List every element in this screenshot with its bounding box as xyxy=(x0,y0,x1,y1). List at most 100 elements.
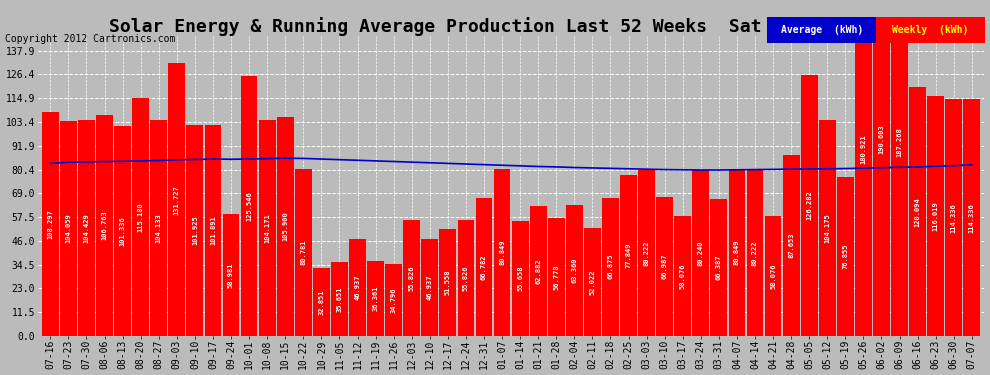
Text: 55.826: 55.826 xyxy=(409,266,415,291)
Bar xyxy=(277,117,294,336)
Text: 104.133: 104.133 xyxy=(155,213,161,243)
Bar xyxy=(855,0,872,336)
Bar xyxy=(692,170,709,336)
Text: 36.361: 36.361 xyxy=(372,285,378,311)
Bar xyxy=(674,216,691,336)
Bar xyxy=(566,205,583,336)
Bar xyxy=(547,219,564,336)
Text: 115.180: 115.180 xyxy=(138,202,144,232)
Bar xyxy=(873,0,890,336)
Bar xyxy=(331,262,347,336)
Bar xyxy=(746,170,763,336)
Text: 63.360: 63.360 xyxy=(571,258,577,283)
Bar xyxy=(422,239,439,336)
Bar xyxy=(457,220,474,336)
Text: 105.900: 105.900 xyxy=(282,211,288,241)
Bar xyxy=(385,264,402,336)
Bar xyxy=(403,220,420,336)
Text: 116.019: 116.019 xyxy=(933,201,939,231)
Bar xyxy=(764,216,781,336)
Text: 125.546: 125.546 xyxy=(247,191,252,221)
Text: 101.925: 101.925 xyxy=(192,216,198,245)
Bar xyxy=(258,120,275,336)
Text: 58.981: 58.981 xyxy=(228,262,234,288)
Text: 80.781: 80.781 xyxy=(300,240,306,265)
Bar xyxy=(530,206,546,336)
Bar xyxy=(168,63,185,336)
Text: 66.782: 66.782 xyxy=(481,254,487,280)
Bar xyxy=(945,99,962,336)
Bar xyxy=(133,98,149,336)
Text: 80.849: 80.849 xyxy=(734,240,740,265)
Bar xyxy=(837,177,853,336)
Bar xyxy=(909,87,926,336)
Text: 126.282: 126.282 xyxy=(806,190,812,220)
Bar xyxy=(241,76,257,336)
Bar xyxy=(819,120,836,336)
Text: Weekly  (kWh): Weekly (kWh) xyxy=(892,25,969,35)
Text: 46.937: 46.937 xyxy=(354,274,360,300)
Bar xyxy=(96,115,113,336)
Bar xyxy=(205,125,222,336)
Bar xyxy=(313,268,330,336)
Text: 66.875: 66.875 xyxy=(608,254,614,279)
Text: 35.651: 35.651 xyxy=(337,286,343,312)
Bar xyxy=(711,199,728,336)
Text: 62.882: 62.882 xyxy=(536,258,542,284)
Bar xyxy=(656,197,673,336)
Bar xyxy=(78,120,95,336)
Bar xyxy=(584,228,601,336)
Bar xyxy=(223,214,240,336)
Text: 32.851: 32.851 xyxy=(319,289,325,315)
Bar xyxy=(60,121,77,336)
Text: 34.796: 34.796 xyxy=(391,287,397,313)
Text: 56.778: 56.778 xyxy=(553,264,559,290)
Bar xyxy=(367,261,384,336)
Text: 180.921: 180.921 xyxy=(860,134,866,164)
Text: 104.171: 104.171 xyxy=(264,213,270,243)
Text: 77.849: 77.849 xyxy=(626,243,632,268)
Bar xyxy=(440,229,456,336)
Text: 114.336: 114.336 xyxy=(950,203,956,232)
Text: 80.849: 80.849 xyxy=(499,240,505,265)
Bar xyxy=(729,169,745,336)
Bar xyxy=(42,112,58,336)
Text: 131.727: 131.727 xyxy=(174,185,180,214)
Text: Average  (kWh): Average (kWh) xyxy=(780,25,863,35)
Text: 120.094: 120.094 xyxy=(915,197,921,226)
Bar xyxy=(114,126,131,336)
Text: 104.175: 104.175 xyxy=(825,213,831,243)
Text: 104.059: 104.059 xyxy=(65,213,71,243)
Text: 58.076: 58.076 xyxy=(680,263,686,289)
Text: 46.937: 46.937 xyxy=(427,274,433,300)
Text: 55.658: 55.658 xyxy=(517,266,523,291)
Bar xyxy=(150,120,167,336)
Text: 87.653: 87.653 xyxy=(788,232,794,258)
Text: 101.891: 101.891 xyxy=(210,216,216,245)
Text: 104.429: 104.429 xyxy=(83,213,89,243)
Text: 80.240: 80.240 xyxy=(698,240,704,266)
Text: 51.558: 51.558 xyxy=(445,270,450,296)
Text: 76.855: 76.855 xyxy=(842,244,848,269)
Bar xyxy=(801,75,818,336)
Text: 80.222: 80.222 xyxy=(752,240,758,266)
Text: 187.268: 187.268 xyxy=(897,128,903,157)
Bar xyxy=(475,198,492,336)
Text: 101.336: 101.336 xyxy=(120,216,126,246)
Text: 66.987: 66.987 xyxy=(661,254,667,279)
Text: 80.222: 80.222 xyxy=(644,240,649,266)
Bar xyxy=(349,239,366,336)
Bar xyxy=(602,198,619,336)
Bar xyxy=(639,170,655,336)
Title: Solar Energy & Running Average Production Last 52 Weeks  Sat Jul 14  05:39: Solar Energy & Running Average Productio… xyxy=(109,17,914,36)
Text: 66.387: 66.387 xyxy=(716,255,722,280)
Text: 52.022: 52.022 xyxy=(589,269,595,295)
Bar xyxy=(620,175,637,336)
Text: 58.076: 58.076 xyxy=(770,263,776,289)
Bar xyxy=(891,0,908,336)
Bar xyxy=(963,99,980,336)
Bar xyxy=(186,125,203,336)
Text: 55.826: 55.826 xyxy=(463,266,469,291)
Bar xyxy=(783,154,800,336)
Bar xyxy=(512,221,529,336)
